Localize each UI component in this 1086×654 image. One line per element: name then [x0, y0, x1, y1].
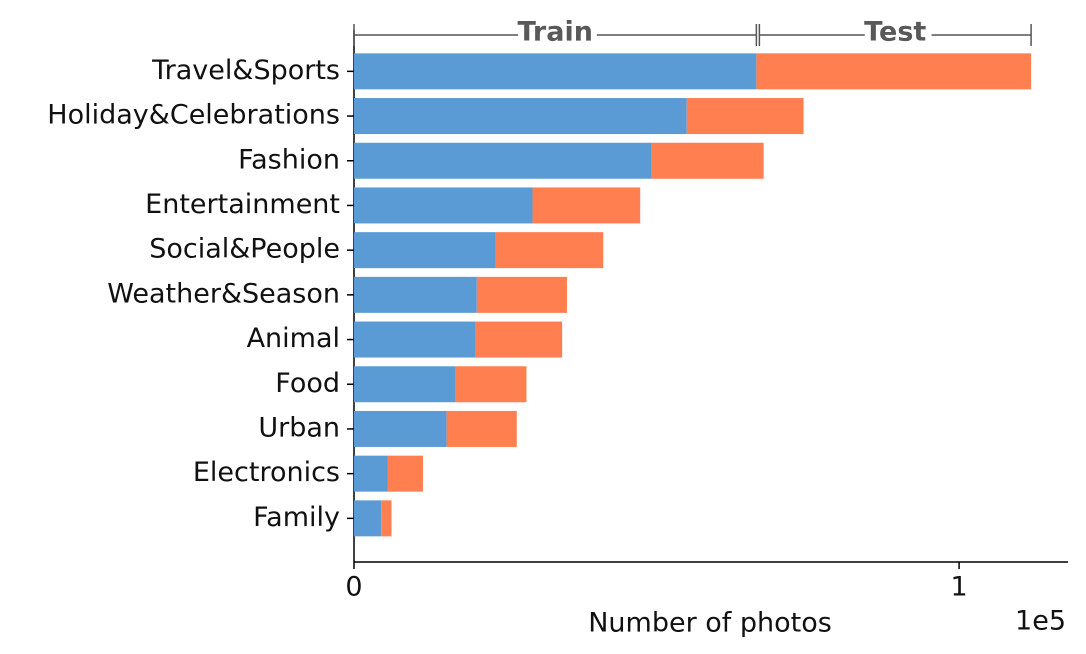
y-tick-label: Fashion [238, 144, 340, 175]
bar [756, 53, 1032, 90]
bar [381, 500, 392, 537]
y-tick-label: Electronics [193, 457, 340, 488]
bar [354, 500, 382, 537]
bar [354, 410, 447, 447]
bar [354, 455, 388, 492]
bar [651, 142, 764, 179]
bar [354, 142, 652, 179]
bar [455, 366, 527, 403]
bar [354, 98, 687, 135]
bar [686, 98, 804, 135]
bar [354, 187, 533, 224]
bar [532, 187, 641, 224]
y-tick-label: Entertainment [145, 189, 340, 220]
x-tick-label: 0 [345, 572, 362, 603]
y-tick-label: Urban [258, 412, 340, 443]
bar [476, 276, 567, 313]
bar [354, 53, 757, 90]
x-offset-label: 1e5 [1015, 606, 1066, 637]
x-tick-label: 1 [950, 572, 967, 603]
bar [475, 321, 563, 358]
bracket-label: Train [517, 17, 592, 48]
bar [387, 455, 423, 492]
y-tick-label: Animal [247, 323, 340, 354]
bar [354, 276, 477, 313]
bracket-label: Test [864, 17, 926, 48]
bar [354, 366, 456, 403]
bar [446, 410, 517, 447]
y-tick-label: Family [253, 502, 340, 533]
y-tick-label: Travel&Sports [151, 55, 340, 86]
y-tick-label: Weather&Season [107, 278, 340, 309]
bar [354, 321, 476, 358]
x-axis-label: Number of photos [588, 608, 832, 639]
y-tick-label: Food [275, 368, 340, 399]
y-tick-label: Holiday&Celebrations [47, 100, 340, 131]
bar [354, 232, 496, 269]
y-tick-label: Social&People [149, 234, 340, 265]
bar [495, 232, 604, 269]
